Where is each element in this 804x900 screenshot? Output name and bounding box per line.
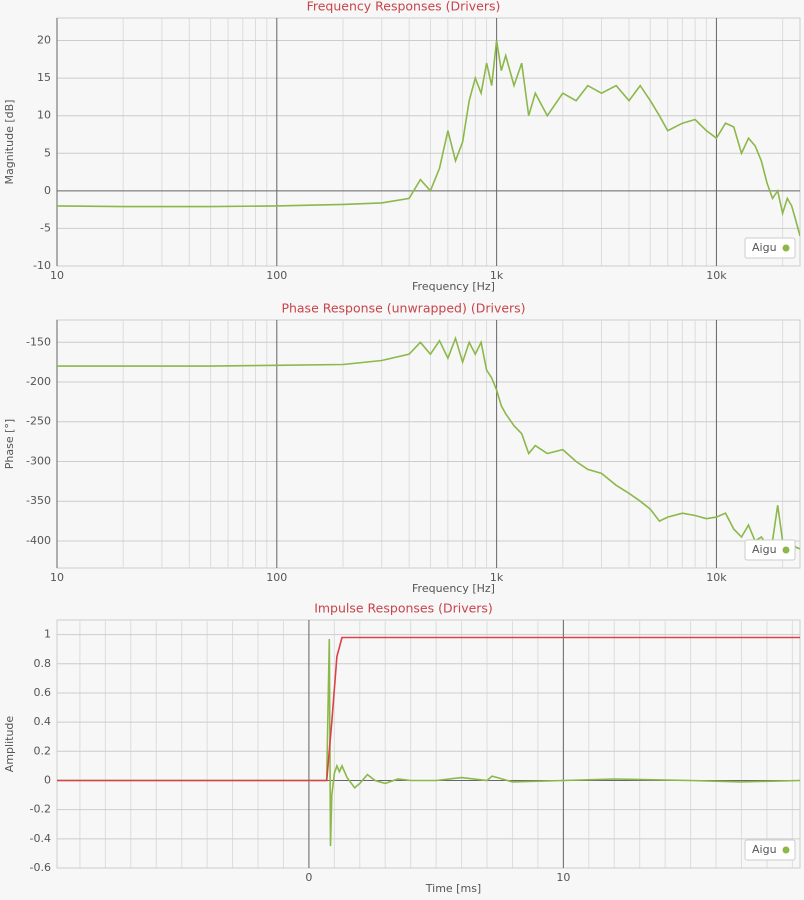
- y-tick-label: 0: [44, 184, 51, 197]
- x-tick-label: 10: [50, 269, 64, 282]
- legend-box: [744, 237, 796, 259]
- series-line: [57, 40, 800, 237]
- x-tick-label: 100: [266, 269, 287, 282]
- y-tick-label: 0.8: [34, 657, 52, 670]
- y-tick-label: -0.6: [30, 861, 51, 874]
- plot-area: [56, 17, 801, 267]
- legend-swatch: [782, 846, 790, 854]
- series-line: [57, 638, 800, 847]
- plot-area: [56, 319, 801, 569]
- x-tick-label: 10: [50, 571, 64, 584]
- y-tick-label: -300: [26, 454, 51, 467]
- chart-panel: Phase Response (unwrapped) (Drivers) -400…: [3, 301, 801, 595]
- y-tick-label: 0.6: [34, 686, 52, 699]
- y-tick-label: 5: [44, 146, 51, 159]
- y-tick-label: -400: [26, 534, 51, 547]
- y-tick-label: 20: [37, 34, 51, 47]
- legend: Aigu: [744, 839, 796, 861]
- y-axis-label: Magnitude [dB]: [3, 100, 16, 185]
- x-tick-label: 1k: [490, 571, 504, 584]
- chart-panel: Frequency Responses (Drivers) -10 -5 0 5 10 15…: [3, 0, 801, 293]
- x-tick-label: 10k: [706, 571, 727, 584]
- chart-title: Impulse Responses (Drivers): [314, 601, 493, 616]
- y-tick-label: 0.2: [34, 744, 52, 757]
- legend-label: Aigu: [752, 543, 777, 556]
- y-tick-label: 0: [44, 773, 51, 786]
- x-axis-label: Frequency [Hz]: [412, 582, 495, 595]
- legend-label: Aigu: [752, 843, 777, 856]
- y-tick-label: -0.2: [30, 803, 51, 816]
- x-tick-label: 10k: [706, 269, 727, 282]
- y-tick-label: -0.4: [30, 832, 51, 845]
- x-axis-label: Time [ms]: [425, 882, 481, 895]
- x-tick-label: 10: [556, 871, 570, 884]
- legend: Aigu: [744, 539, 796, 561]
- legend-box: [744, 839, 796, 861]
- chart-title: Phase Response (unwrapped) (Drivers): [281, 301, 525, 316]
- y-tick-label: -250: [26, 415, 51, 428]
- y-tick-label: -150: [26, 335, 51, 348]
- legend-label: Aigu: [752, 241, 777, 254]
- legend: Aigu: [744, 237, 796, 259]
- y-axis-label: Amplitude: [3, 716, 16, 773]
- x-axis-label: Frequency [Hz]: [412, 280, 495, 293]
- legend-swatch: [782, 244, 790, 252]
- legend-swatch: [782, 546, 790, 554]
- plot-area: [56, 619, 801, 869]
- y-tick-label: 0.4: [34, 715, 52, 728]
- legend-box: [744, 539, 796, 561]
- y-tick-label: 1: [44, 628, 51, 641]
- chart-panel: Impulse Responses (Drivers) -0.6 -0.4 -0.2 0…: [3, 601, 801, 895]
- y-tick-label: -10: [33, 259, 51, 272]
- y-tick-label: -5: [40, 221, 51, 234]
- series-line: [57, 636, 800, 782]
- y-tick-label: 15: [37, 71, 51, 84]
- y-tick-label: -200: [26, 375, 51, 388]
- x-tick-label: 100: [266, 571, 287, 584]
- chart-title: Frequency Responses (Drivers): [307, 0, 501, 14]
- x-tick-label: 0: [305, 871, 312, 884]
- y-tick-label: 10: [37, 109, 51, 122]
- x-tick-label: 1k: [490, 269, 504, 282]
- y-tick-label: -350: [26, 494, 51, 507]
- y-axis-label: Phase [°]: [3, 419, 16, 469]
